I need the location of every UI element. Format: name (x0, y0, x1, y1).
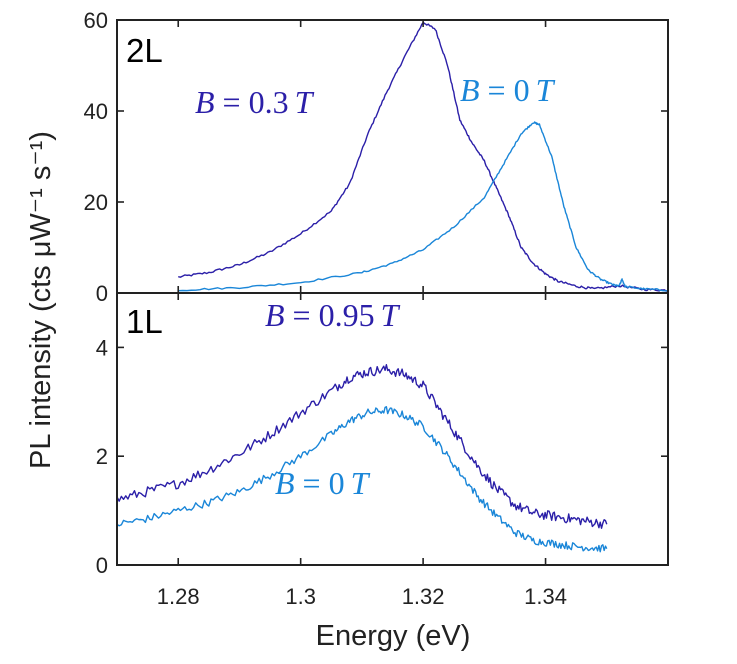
y-tick-label: 2 (96, 444, 108, 469)
plot-layer: 0 20 40 60 0 2 4 1.28 1.3 1.32 1.34 (84, 8, 669, 609)
y-tick-label: 0 (96, 553, 108, 578)
y-tick-label: 40 (84, 99, 108, 124)
y-tick-label: 20 (84, 190, 108, 215)
y-tick-label: 0 (96, 281, 108, 306)
x-tick-label: 1.28 (157, 584, 200, 609)
panel-label-1l: 1L (126, 303, 163, 340)
y-tick-label: 60 (84, 8, 108, 33)
annotation-2l-field-on: B = 0.3 T (195, 84, 315, 120)
y-axis-title: PL intensity (cts μW⁻¹ s⁻¹) (25, 131, 57, 469)
x-tick-label: 1.3 (285, 584, 316, 609)
y-tick-label: 4 (96, 335, 108, 360)
x-tick-label: 1.34 (524, 584, 567, 609)
axes-frame-1l (116, 292, 669, 566)
x-tick-label: 1.32 (402, 584, 445, 609)
series-line-1l-2 (116, 406, 608, 553)
series-line-1l-1 (116, 364, 608, 529)
annotation-1l-field-on: B = 0.95 T (265, 297, 401, 333)
x-axis-title: Energy (eV) (316, 620, 471, 652)
axes-frame-2l (116, 19, 669, 294)
panel-label-2l: 2L (126, 32, 163, 69)
series-line-2l-1 (178, 21, 669, 292)
series-line-2l-2 (178, 121, 669, 292)
